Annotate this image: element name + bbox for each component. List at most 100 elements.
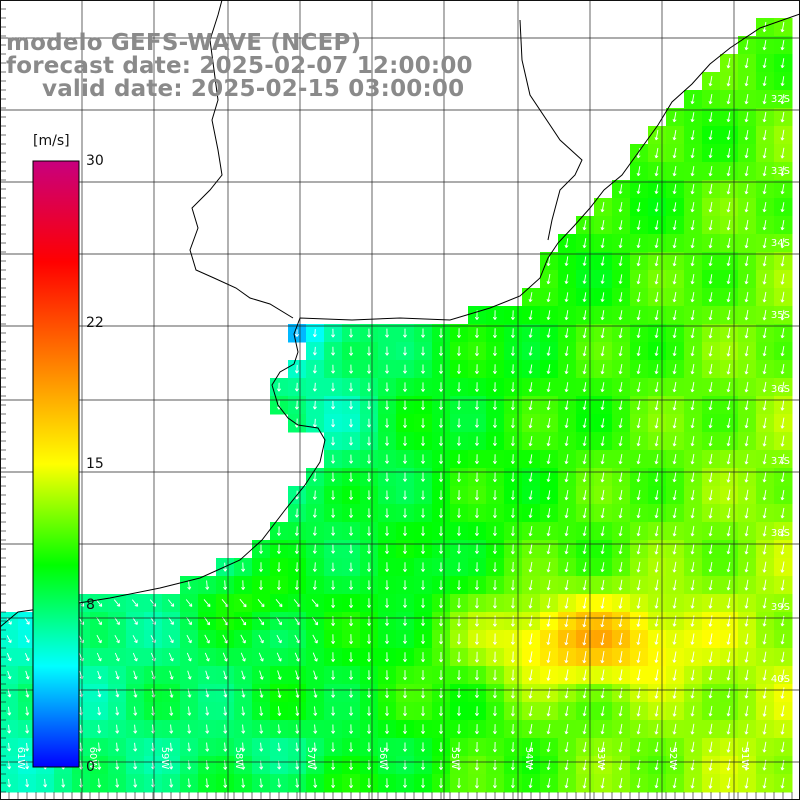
- wind-arrow: [295, 724, 300, 734]
- wind-arrow: [367, 598, 371, 608]
- wind-arrow: [600, 418, 605, 429]
- wind-arrow: [133, 706, 138, 716]
- wind-arrow: [654, 508, 659, 519]
- wind-arrow: [564, 472, 569, 483]
- lat-label: 32S: [771, 94, 790, 105]
- wind-arrow: [241, 706, 246, 716]
- wind-arrow: [780, 328, 785, 339]
- wind-arrow: [600, 310, 605, 321]
- wind-arrow: [654, 687, 659, 699]
- wind-arrow: [726, 256, 731, 267]
- wind-arrow: [510, 400, 515, 411]
- wind-arrow: [654, 454, 659, 465]
- wind-arrow: [331, 418, 336, 428]
- wind-arrow: [240, 652, 246, 662]
- wind-arrow: [367, 724, 371, 734]
- wind-arrow: [618, 471, 623, 483]
- wind-arrow: [546, 687, 551, 699]
- wind-arrow: [654, 273, 659, 285]
- wind-arrow: [744, 597, 749, 609]
- wind-arrow: [708, 597, 713, 609]
- wind-arrow: [762, 327, 767, 339]
- wind-arrow: [331, 706, 336, 716]
- wind-arrow: [474, 472, 479, 483]
- wind-arrow: [421, 472, 425, 482]
- wind-arrow: [744, 723, 749, 735]
- wind-arrow: [708, 148, 713, 159]
- wind-arrow: [654, 364, 659, 375]
- wind-arrow: [546, 633, 551, 646]
- wind-arrow: [744, 219, 749, 231]
- wind-arrow: [222, 652, 228, 662]
- wind-arrow: [708, 705, 713, 717]
- wind-arrow: [528, 328, 533, 338]
- wind-arrow: [114, 617, 120, 626]
- wind-arrow: [672, 435, 677, 447]
- wind-arrow: [636, 273, 641, 285]
- wind-arrow: [600, 597, 605, 609]
- wind-arrow: [780, 255, 785, 267]
- wind-arrow: [457, 418, 461, 428]
- wind-arrow: [690, 363, 695, 375]
- wind-arrow: [618, 436, 623, 447]
- wind-arrow: [492, 508, 497, 519]
- wind-arrow: [726, 418, 731, 429]
- wind-arrow: [636, 166, 641, 177]
- wind-arrow: [241, 778, 246, 788]
- wind-arrow: [313, 670, 318, 680]
- wind-arrow: [762, 417, 767, 429]
- wind-arrow: [113, 599, 121, 607]
- wind-arrow: [474, 526, 479, 536]
- wind-arrow: [421, 490, 425, 500]
- wind-arrow: [618, 741, 623, 753]
- lon-label: 54W: [523, 747, 534, 770]
- wind-arrow: [762, 471, 767, 483]
- wind-arrow: [421, 382, 425, 392]
- wind-arrow: [403, 364, 407, 374]
- wind-arrow: [636, 777, 641, 789]
- wind-arrow: [654, 129, 659, 141]
- wind-arrow: [312, 382, 317, 392]
- wind-arrow: [762, 453, 767, 465]
- wind-arrow: [528, 742, 533, 753]
- wind-arrow: [780, 633, 785, 645]
- wind-arrow: [510, 454, 515, 465]
- wind-arrow: [349, 508, 354, 518]
- wind-arrow: [96, 634, 102, 644]
- wind-arrow: [492, 418, 497, 428]
- wind-arrow: [492, 579, 497, 591]
- wind-arrow: [726, 777, 731, 789]
- wind-arrow: [690, 687, 695, 699]
- wind-arrow: [528, 615, 533, 627]
- wind-arrow: [726, 381, 731, 393]
- wind-arrow: [295, 778, 300, 788]
- wind-arrow: [474, 597, 479, 609]
- wind-arrow: [672, 633, 677, 645]
- wind-arrow: [726, 201, 731, 213]
- wind-arrow: [762, 58, 767, 69]
- wind-arrow: [187, 580, 192, 590]
- wind-arrow: [654, 220, 659, 231]
- wind-arrow: [708, 471, 713, 483]
- wind-arrow: [492, 706, 497, 717]
- wind-arrow: [708, 309, 713, 321]
- wind-arrow: [510, 328, 515, 338]
- wind-arrow: [403, 436, 407, 446]
- wind-arrow: [762, 615, 767, 627]
- wind-arrow: [582, 489, 587, 501]
- wind-arrow: [744, 489, 749, 501]
- wind-arrow: [439, 778, 443, 789]
- wind-arrow: [636, 633, 641, 646]
- wind-arrow: [349, 580, 354, 590]
- wind-arrow: [475, 400, 479, 410]
- wind-arrow: [187, 742, 192, 752]
- wind-arrow: [780, 597, 785, 609]
- wind-arrow: [510, 543, 515, 555]
- wind-arrow: [618, 274, 623, 285]
- wind-arrow: [762, 220, 767, 231]
- coastline: [0, 0, 800, 628]
- wind-arrow: [654, 705, 659, 717]
- wind-arrow: [133, 670, 138, 680]
- wind-arrow: [168, 652, 174, 662]
- wind-arrow: [510, 705, 515, 717]
